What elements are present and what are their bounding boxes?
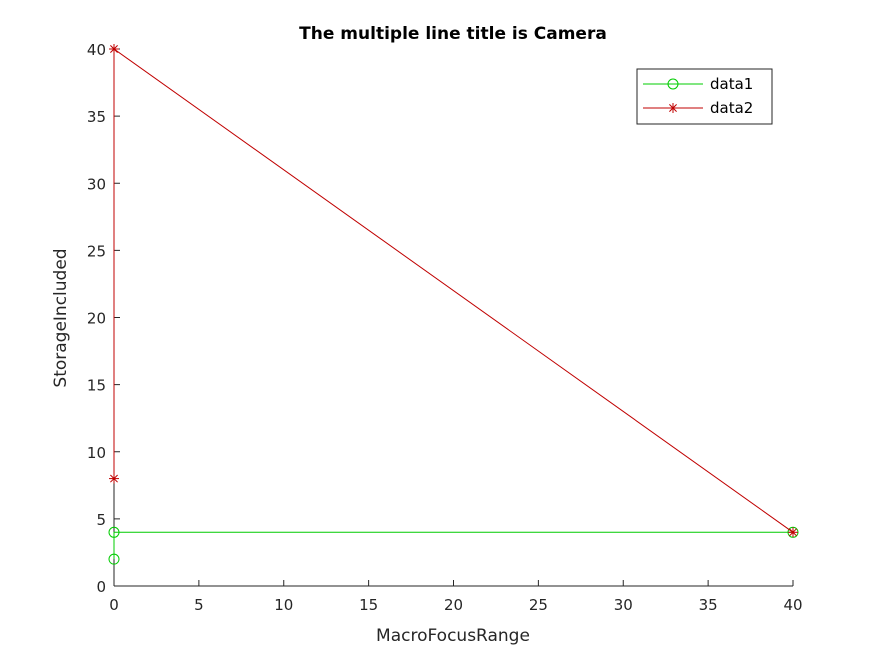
series-line-data1 bbox=[113, 531, 793, 560]
y-tick-label: 0 bbox=[96, 578, 106, 596]
x-tick-label: 30 bbox=[614, 596, 633, 614]
legend-marker-data1 bbox=[667, 78, 679, 90]
x-tick-label: 40 bbox=[783, 596, 802, 614]
y-tick-label: 40 bbox=[87, 41, 106, 59]
x-tick-label: 15 bbox=[359, 596, 378, 614]
legend-label-data1: data1 bbox=[710, 75, 753, 93]
data-point-data2 bbox=[788, 527, 798, 538]
x-tick-label: 35 bbox=[699, 596, 718, 614]
legend: data1 data2 bbox=[636, 68, 773, 125]
data-point-data1 bbox=[108, 526, 120, 538]
series-layer bbox=[108, 44, 799, 565]
y-tick-label: 25 bbox=[87, 242, 106, 260]
y-tick-label: 20 bbox=[87, 310, 106, 328]
x-tick-label: 10 bbox=[274, 596, 293, 614]
y-tick-label: 10 bbox=[87, 444, 106, 462]
legend-label-data2: data2 bbox=[710, 99, 753, 117]
y-tick-label: 35 bbox=[87, 108, 106, 126]
chart-title: The multiple line title is Camera bbox=[299, 24, 607, 44]
axes: 0 5 10 15 20 25 30 35 40 0 5 10 15 20 25 30 35 40 bbox=[87, 41, 803, 614]
legend-marker-data2 bbox=[668, 103, 678, 113]
data-point-data2 bbox=[109, 473, 119, 484]
series-data2 bbox=[109, 44, 798, 538]
y-axis-label: StorageIncluded bbox=[51, 248, 71, 387]
x-tick-label: 25 bbox=[529, 596, 548, 614]
data-point-data1 bbox=[108, 553, 120, 565]
series-data1 bbox=[108, 526, 799, 565]
x-axis-label: MacroFocusRange bbox=[376, 626, 530, 646]
x-tick-label: 5 bbox=[194, 596, 204, 614]
y-tick-label: 15 bbox=[87, 377, 106, 395]
y-tick-label: 30 bbox=[87, 175, 106, 193]
y-tick-label: 5 bbox=[96, 511, 106, 529]
x-tick-label: 20 bbox=[444, 596, 463, 614]
legend-box bbox=[636, 68, 773, 125]
data-point-data2 bbox=[109, 44, 119, 54]
x-tick-label: 0 bbox=[109, 596, 119, 614]
